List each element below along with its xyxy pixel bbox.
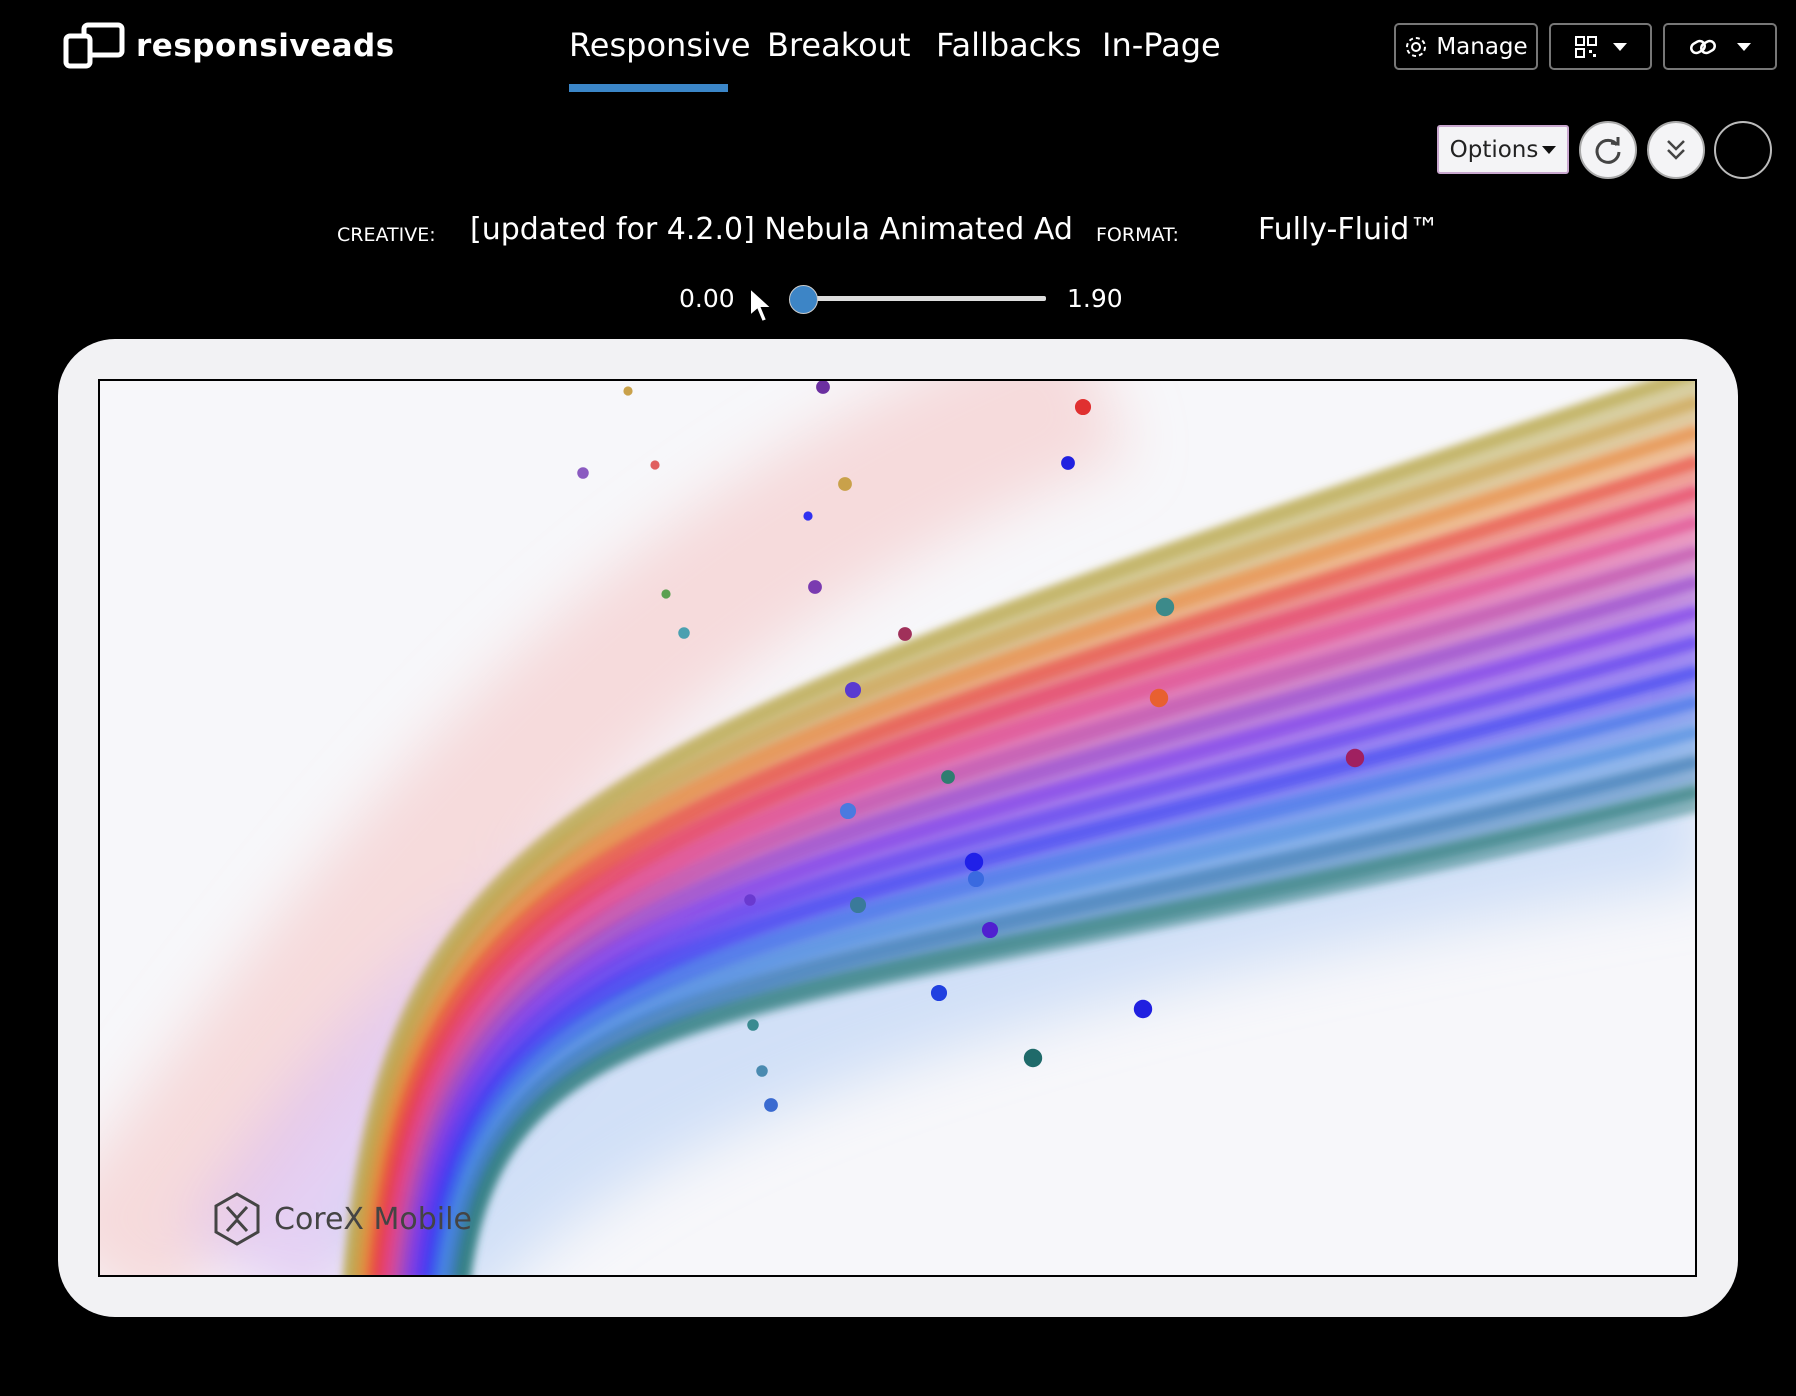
particle-dot (930, 984, 948, 1002)
collapse-button[interactable] (1647, 121, 1705, 179)
particle-dot (744, 894, 756, 906)
mouse-cursor-icon (749, 286, 775, 324)
particle-dot (964, 852, 984, 872)
ad-preview[interactable]: CoreX Mobile (98, 379, 1697, 1277)
timeline-slider-thumb[interactable] (789, 285, 818, 314)
reload-button[interactable] (1579, 121, 1637, 179)
caret-down-icon (1542, 145, 1557, 154)
color-toggle-button[interactable] (1714, 121, 1772, 179)
tab-fallbacks[interactable]: Fallbacks (936, 26, 1082, 64)
particle-dot (1345, 748, 1365, 768)
link-dropdown[interactable] (1663, 23, 1777, 70)
tab-breakout[interactable]: Breakout (767, 26, 911, 64)
particle-dot (577, 467, 589, 479)
slider-min-label: 0.00 (679, 284, 735, 313)
options-label: Options (1449, 136, 1539, 163)
creative-label: CREATIVE: (337, 224, 436, 246)
particle-dot (844, 681, 862, 699)
particle-dot (849, 896, 867, 914)
advertiser-logo: CoreX Mobile (212, 1191, 472, 1247)
tab-responsive[interactable]: Responsive (569, 26, 751, 64)
responsiveads-logo-icon (63, 22, 125, 69)
particle-dot (981, 921, 999, 939)
glow-band (100, 381, 1130, 1275)
manage-label: Manage (1436, 33, 1528, 60)
double-chevron-down-icon (1667, 140, 1685, 160)
corex-hexagon-icon (214, 1192, 260, 1246)
chevron-down-icon (1612, 42, 1627, 51)
particle-dot (1074, 398, 1092, 416)
slider-max-label: 1.90 (1067, 284, 1123, 313)
manage-button[interactable]: Manage (1394, 23, 1538, 70)
particle-dot (1061, 456, 1075, 470)
particle-dot (764, 1098, 778, 1112)
particle-dot (747, 1019, 759, 1031)
color-band (461, 802, 1695, 1275)
gear-icon (1406, 36, 1427, 57)
particle-dot (756, 1065, 768, 1077)
advertiser-name: CoreX Mobile (274, 1201, 472, 1237)
format-label: FORMAT: (1096, 224, 1179, 246)
particle-dot (1133, 999, 1153, 1019)
timeline-slider-track[interactable] (802, 296, 1046, 301)
particle-dot (1023, 1048, 1043, 1068)
particle-dot (898, 627, 912, 641)
brand-name: responsiveads (136, 28, 395, 64)
particle-dot (623, 386, 633, 396)
particle-dot (838, 477, 852, 491)
creative-name[interactable]: [updated for 4.2.0] Nebula Animated Ad (470, 212, 1073, 247)
particle-dot (967, 870, 985, 888)
brand-logo[interactable]: responsiveads (62, 22, 395, 70)
options-dropdown[interactable]: Options (1437, 125, 1569, 174)
qr-code-icon (1574, 35, 1597, 58)
particle-dot (678, 627, 690, 639)
particle-dot (839, 802, 857, 820)
particle-dot (1149, 688, 1169, 708)
particle-dot (808, 580, 822, 594)
particle-dot (1155, 597, 1175, 617)
reload-icon (1595, 137, 1621, 164)
particle-dot (941, 770, 955, 784)
particle-dot (816, 381, 830, 394)
format-value[interactable]: Fully-Fluid™ (1258, 212, 1440, 247)
particle-dot (661, 589, 671, 599)
particle-dot (803, 511, 813, 521)
qr-code-dropdown[interactable] (1549, 23, 1652, 70)
particle-dot (650, 460, 660, 470)
active-tab-indicator (569, 84, 728, 92)
link-icon (1690, 39, 1716, 54)
tab-in-page[interactable]: In-Page (1102, 26, 1221, 64)
chevron-down-icon (1737, 42, 1751, 51)
nebula-artwork (100, 381, 1695, 1275)
